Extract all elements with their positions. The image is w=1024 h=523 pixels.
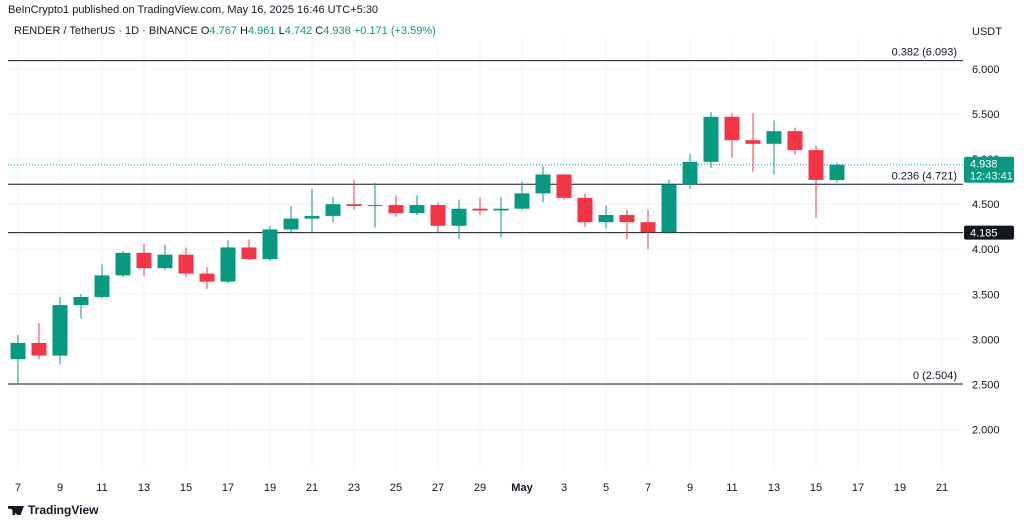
tradingview-logo[interactable]: TradingView <box>8 503 98 517</box>
candle-body[interactable] <box>619 215 635 223</box>
candle-body[interactable] <box>808 150 824 180</box>
candle-body[interactable] <box>220 247 236 282</box>
candle-body[interactable] <box>766 131 782 144</box>
x-tick-label: 23 <box>348 482 360 494</box>
candle-body[interactable] <box>682 161 698 185</box>
price-label-value: 4.938 <box>970 159 998 171</box>
x-tick-label: 25 <box>390 482 402 494</box>
x-tick-label: 3 <box>561 482 567 494</box>
x-tick-label: 19 <box>264 482 276 494</box>
candle-body[interactable] <box>451 208 467 226</box>
candle-body[interactable] <box>73 296 89 306</box>
symbol-legend: RENDER / TetherUS · 1D · BINANCE O4.767 … <box>14 25 436 37</box>
candle-body[interactable] <box>157 254 173 269</box>
y-tick-label: 3.000 <box>972 334 1000 346</box>
candle-body[interactable] <box>94 275 110 297</box>
candle-body[interactable] <box>136 252 152 269</box>
candle-body[interactable] <box>367 205 383 207</box>
candle-body[interactable] <box>661 184 677 233</box>
candle-body[interactable] <box>556 174 572 198</box>
change-value: +0.171 (+3.59%) <box>353 25 436 37</box>
candle-body[interactable] <box>535 174 551 194</box>
published-header: BeInCrypto1 published on TradingView.com… <box>8 4 379 16</box>
price-label-box <box>964 156 1014 183</box>
candle-body[interactable] <box>262 229 278 260</box>
open-value: 4.767 <box>209 25 237 37</box>
x-tick-label: 9 <box>57 482 63 494</box>
tradingview-brand-text: TradingView <box>28 503 99 517</box>
candle-body[interactable] <box>703 116 719 162</box>
candle-body[interactable] <box>346 204 362 206</box>
y-tick-label: 4.000 <box>972 244 1000 256</box>
x-tick-label: 17 <box>222 482 234 494</box>
candle-body[interactable] <box>178 254 194 274</box>
y-tick-label: 2.500 <box>972 379 1000 391</box>
x-tick-label: 9 <box>687 482 693 494</box>
open-label: O <box>200 25 210 37</box>
x-tick-label: 7 <box>645 482 651 494</box>
candle-body[interactable] <box>199 273 215 282</box>
x-tick-label: 21 <box>936 482 948 494</box>
symbol-name[interactable]: RENDER / TetherUS · 1D · BINANCE <box>14 25 198 37</box>
price-label-value: 4.185 <box>970 228 998 240</box>
low-value: 4.742 <box>284 25 313 37</box>
candle-body[interactable] <box>724 116 740 141</box>
level-label: 0.382 (6.093) <box>892 47 957 59</box>
candle-body[interactable] <box>388 205 404 214</box>
candle-body[interactable] <box>829 164 845 181</box>
x-tick-label: 11 <box>726 482 737 494</box>
candle-body[interactable] <box>472 208 488 211</box>
y-tick-label: 4.500 <box>972 199 1000 211</box>
x-tick-label: 7 <box>15 482 21 494</box>
candle-body[interactable] <box>283 218 299 230</box>
tradingview-logo-icon <box>8 506 24 515</box>
candle-body[interactable] <box>325 204 341 216</box>
candle-body[interactable] <box>304 215 320 219</box>
candle-body[interactable] <box>241 247 257 260</box>
x-tick-label: 13 <box>768 482 780 494</box>
x-tick-label: May <box>511 482 533 494</box>
price-axis-currency[interactable]: USDT <box>972 26 1002 38</box>
candle-body[interactable] <box>430 205 446 226</box>
level-label: 0.236 (4.721) <box>892 170 957 182</box>
x-tick-label: 21 <box>306 482 318 494</box>
x-tick-label: 15 <box>810 482 822 494</box>
candle-body[interactable] <box>115 252 131 276</box>
y-tick-label: 3.500 <box>972 289 1000 301</box>
y-tick-label: 6.000 <box>972 64 1000 76</box>
level-label: 0 (2.504) <box>913 370 957 382</box>
candle-body[interactable] <box>787 131 803 151</box>
y-tick-label: 5.500 <box>972 109 1000 121</box>
candle-body[interactable] <box>31 342 47 356</box>
candle-body[interactable] <box>514 193 530 209</box>
price-label-box <box>964 225 1014 240</box>
candle-body[interactable] <box>10 342 26 360</box>
close-label: C <box>315 25 324 37</box>
x-tick-label: 27 <box>432 482 444 494</box>
low-label: L <box>278 25 285 37</box>
high-value: 4.961 <box>247 25 276 37</box>
x-tick-label: 29 <box>474 482 486 494</box>
x-tick-label: 5 <box>603 482 609 494</box>
x-tick-label: 13 <box>138 482 150 494</box>
close-value: 4.938 <box>323 25 351 37</box>
candle-body[interactable] <box>745 140 761 144</box>
candle-body[interactable] <box>493 208 509 211</box>
x-tick-label: 17 <box>852 482 864 494</box>
candle-body[interactable] <box>640 222 656 233</box>
candle-body[interactable] <box>577 197 593 223</box>
x-tick-label: 11 <box>96 482 107 494</box>
high-label: H <box>240 25 248 37</box>
candle-body[interactable] <box>52 305 68 356</box>
y-tick-label: 2.000 <box>972 424 1000 436</box>
x-tick-label: 19 <box>894 482 906 494</box>
x-tick-label: 15 <box>180 482 192 494</box>
price-label-countdown: 12:43:41 <box>970 171 1013 183</box>
candle-body[interactable] <box>598 215 614 223</box>
candle-body[interactable] <box>409 205 425 214</box>
